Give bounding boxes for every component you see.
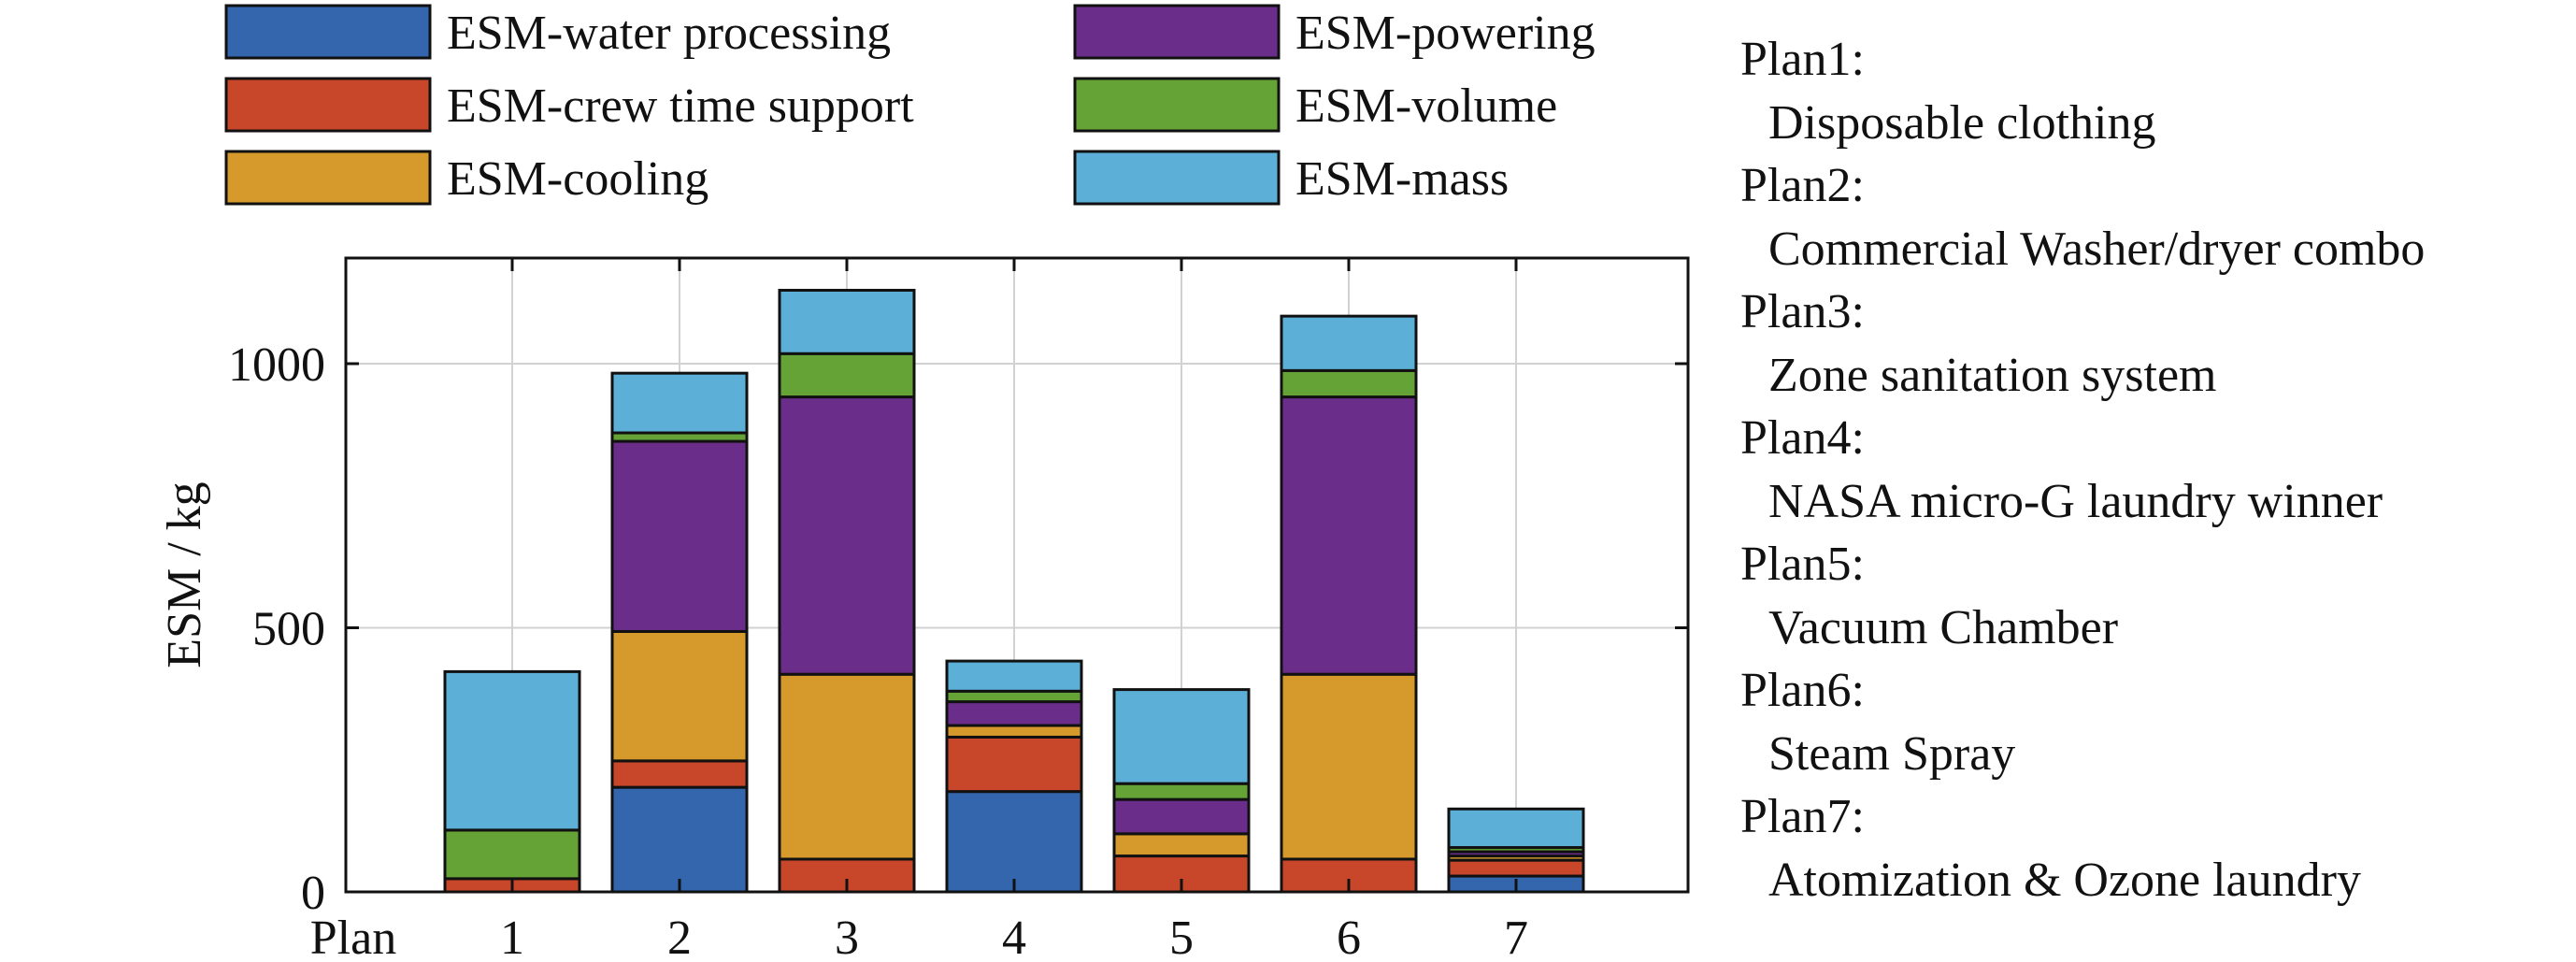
bar-segment — [945, 735, 1083, 794]
x-tick-label: 4 — [1002, 912, 1026, 962]
legend-swatch — [1073, 77, 1281, 133]
y-tick-label: 0 — [301, 867, 325, 920]
legend: ESM-water processing ESM-crew time suppor… — [224, 4, 1596, 206]
bar-segment — [610, 371, 749, 435]
bar-segment — [778, 672, 916, 861]
bar-segment — [945, 689, 1083, 704]
esm-stacked-bar-chart: 0 500 1000 1 2 3 4 5 6 7 Plan ESM / kg ESM-water pro… — [158, 4, 1690, 962]
x-axis-label: Plan — [310, 912, 396, 962]
plan-3-name: Zone sanitation system — [1768, 348, 2217, 402]
plan-4-label: Plan4: — [1740, 411, 1865, 465]
bar-segment — [1447, 807, 1585, 850]
bar-segment — [1447, 858, 1585, 878]
plan-descriptions: Plan1: Disposable clothing Plan2: Commer… — [1740, 28, 2425, 912]
bar-segment — [610, 759, 749, 789]
plan-4-name: NASA micro-G laundry winner — [1768, 474, 2383, 528]
x-tick-label: 3 — [835, 912, 859, 962]
plan-1-name: Disposable clothing — [1768, 95, 2156, 150]
plan-7-label: Plan7: — [1740, 790, 1865, 843]
x-tick-label: 7 — [1504, 912, 1528, 962]
bar-segment — [1280, 314, 1418, 372]
bar-segment — [1280, 368, 1418, 399]
bar-segment — [1112, 832, 1251, 858]
legend-label: ESM-water processing — [447, 7, 891, 60]
bar-segment — [610, 785, 749, 894]
legend-swatch — [1073, 150, 1281, 206]
y-axis-label: ESM / kg — [158, 481, 211, 668]
bar-segment — [778, 395, 916, 676]
legend-label: ESM-volume — [1295, 79, 1557, 133]
y-tick-label: 1000 — [228, 338, 325, 392]
ticks: 0 500 1000 1 2 3 4 5 6 7 — [228, 258, 1688, 962]
legend-label: ESM-powering — [1295, 7, 1596, 60]
bar-segment — [1112, 782, 1251, 801]
plan-5-name: Vacuum Chamber — [1768, 600, 2119, 654]
plan-7-name: Atomization & Ozone laundry — [1768, 853, 2361, 907]
bar-segment — [778, 288, 916, 355]
x-tick-label: 1 — [500, 912, 524, 962]
bars — [443, 288, 1585, 894]
plan-2-label: Plan2: — [1740, 159, 1865, 212]
legend-label: ESM-mass — [1295, 152, 1509, 206]
legend-swatch — [224, 150, 432, 206]
bar-segment — [945, 790, 1083, 894]
bar-segment — [610, 439, 749, 633]
bar-segment — [443, 669, 581, 832]
bar-segment — [778, 352, 916, 399]
legend-label: ESM-crew time support — [447, 79, 914, 133]
plan-5-label: Plan5: — [1740, 538, 1865, 591]
bar-segment — [610, 629, 749, 763]
y-tick-label: 500 — [252, 603, 325, 656]
plot-frame — [344, 256, 1690, 894]
bar-segment — [1280, 395, 1418, 676]
plan-6-name: Steam Spray — [1768, 726, 2016, 781]
plan-3-label: Plan3: — [1740, 285, 1865, 338]
legend-label: ESM-cooling — [447, 152, 708, 206]
plan-1-label: Plan1: — [1740, 33, 1865, 86]
legend-swatch — [1073, 4, 1281, 60]
bar-segment — [945, 724, 1083, 739]
bar-segment — [443, 828, 581, 881]
bar-segment — [1280, 672, 1418, 861]
bar-segment — [945, 700, 1083, 727]
bar-segment — [945, 659, 1083, 693]
x-tick-label: 2 — [667, 912, 692, 962]
plan-2-name: Commercial Washer/dryer combo — [1768, 222, 2426, 276]
legend-swatch — [224, 4, 432, 60]
x-tick-label: 6 — [1337, 912, 1361, 962]
plan-6-label: Plan6: — [1740, 664, 1865, 717]
bar-segment — [1112, 688, 1251, 785]
x-tick-label: 5 — [1169, 912, 1194, 962]
legend-swatch — [224, 77, 432, 133]
bar-segment — [1112, 797, 1251, 836]
